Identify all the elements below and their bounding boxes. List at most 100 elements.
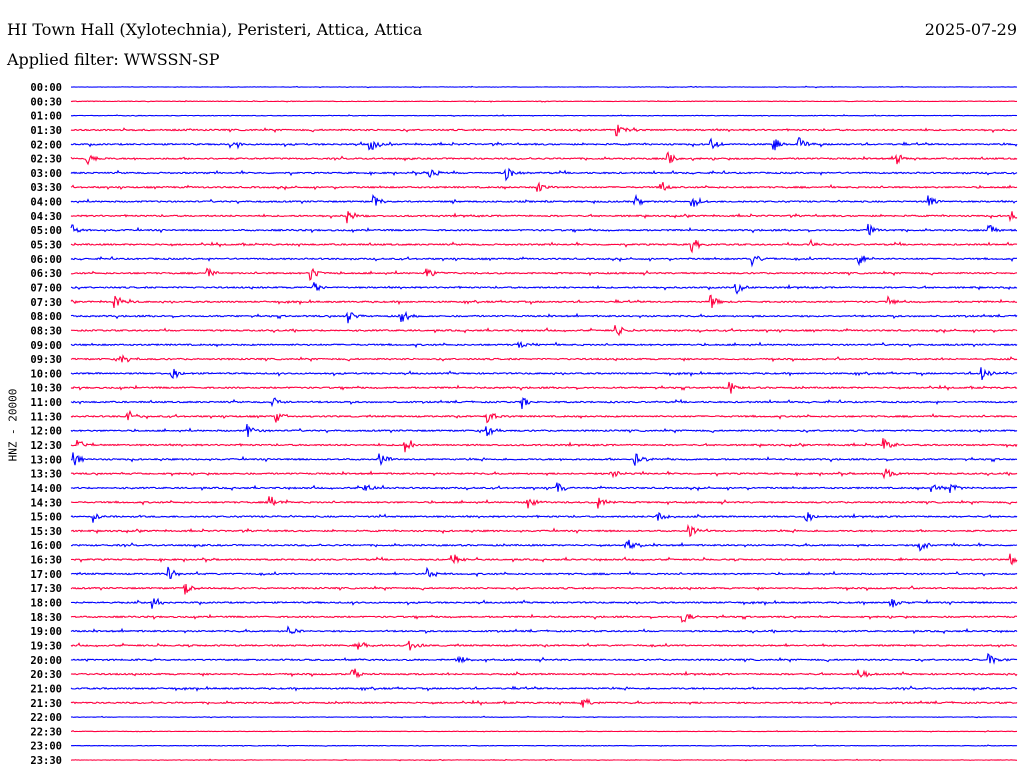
time-label: 01:00 <box>30 111 62 123</box>
trace-row-1300 <box>70 452 1018 466</box>
time-label: 21:30 <box>30 698 62 710</box>
time-label: 14:00 <box>30 483 62 495</box>
time-label: 07:00 <box>30 282 62 294</box>
time-label: 03:30 <box>30 182 62 194</box>
trace-row-2130 <box>70 697 1018 708</box>
time-label: 06:30 <box>30 268 62 280</box>
time-label: 04:30 <box>30 211 62 223</box>
trace-row-0800 <box>70 310 1018 324</box>
time-label: 08:30 <box>30 325 62 337</box>
trace-row-1230 <box>70 438 1018 453</box>
time-label: 02:30 <box>30 154 62 166</box>
trace-row-0230 <box>70 151 1018 166</box>
time-label: 22:00 <box>30 712 62 724</box>
time-label: 23:00 <box>30 741 62 753</box>
trace-row-0830 <box>70 325 1018 337</box>
trace-row-0500 <box>70 223 1017 236</box>
time-label: 08:00 <box>30 311 62 323</box>
trace-row-0630 <box>70 267 1018 281</box>
trace-row-1600 <box>70 539 1018 552</box>
station-title: HI Town Hall (Xylotechnia), Peristeri, A… <box>7 20 423 39</box>
trace-row-1630 <box>70 553 1018 566</box>
time-label: 19:30 <box>30 640 62 652</box>
time-label: 20:00 <box>30 655 62 667</box>
time-label: 18:00 <box>30 598 62 610</box>
time-label: 01:30 <box>30 125 62 137</box>
time-label: 06:00 <box>30 254 62 266</box>
trace-row-0430 <box>70 211 1018 224</box>
trace-row-1030 <box>70 381 1018 394</box>
trace-row-1330 <box>70 468 1018 480</box>
time-label: 18:30 <box>30 612 62 624</box>
time-label: 05:30 <box>30 240 62 252</box>
time-label: 10:30 <box>30 383 62 395</box>
time-label: 03:00 <box>30 168 62 180</box>
time-label: 13:00 <box>30 454 62 466</box>
trace-row-1200 <box>70 424 1018 437</box>
trace-row-0300 <box>70 167 1018 182</box>
trace-row-1130 <box>70 409 1017 424</box>
time-label: 11:00 <box>30 397 62 409</box>
trace-row-0030 <box>70 99 1017 103</box>
trace-row-2200 <box>70 715 1018 719</box>
trace-row-1930 <box>70 640 1018 651</box>
trace-row-0200 <box>70 136 1018 151</box>
time-label: 13:30 <box>30 469 62 481</box>
time-label: 04:00 <box>30 197 62 209</box>
trace-row-2100 <box>70 685 1018 692</box>
time-label: 02:00 <box>30 139 62 151</box>
filter-label: Applied filter: WWSSN-SP <box>7 50 220 69</box>
time-label: 00:30 <box>30 96 62 108</box>
trace-row-0900 <box>70 341 1018 349</box>
trace-row-1900 <box>70 625 1018 635</box>
trace-row-1430 <box>70 496 1018 509</box>
time-label: 16:30 <box>30 555 62 567</box>
time-label: 00:00 <box>30 82 62 94</box>
trace-row-2230 <box>71 730 1017 733</box>
trace-row-2300 <box>71 744 1018 748</box>
time-label: 16:00 <box>30 540 62 552</box>
trace-row-1100 <box>70 397 1018 410</box>
trace-row-0700 <box>70 282 1018 295</box>
time-label: 17:30 <box>30 583 62 595</box>
trace-row-1400 <box>70 482 1018 494</box>
trace-row-0130 <box>70 124 1018 137</box>
time-label: 09:00 <box>30 340 62 352</box>
trace-row-0400 <box>70 193 1018 207</box>
trace-row-0600 <box>70 255 1017 268</box>
trace-row-1700 <box>70 566 1018 579</box>
time-label: 05:00 <box>30 225 62 237</box>
trace-row-0000 <box>71 85 1018 89</box>
trace-row-0930 <box>70 354 1018 363</box>
time-label: 17:00 <box>30 569 62 581</box>
trace-row-0330 <box>70 181 1018 192</box>
trace-row-0730 <box>70 294 1018 308</box>
time-label: 07:30 <box>30 297 62 309</box>
trace-row-0100 <box>70 114 1018 117</box>
date-label: 2025-07-29 <box>924 20 1017 39</box>
time-label: 20:30 <box>30 669 62 681</box>
trace-row-2030 <box>70 668 1018 679</box>
time-label: 09:30 <box>30 354 62 366</box>
trace-row-1000 <box>70 367 1018 381</box>
trace-row-1730 <box>70 583 1018 595</box>
trace-row-2330 <box>70 758 1018 762</box>
time-label: 14:30 <box>30 497 62 509</box>
time-label: 22:30 <box>30 726 62 738</box>
time-label: 19:00 <box>30 626 62 638</box>
trace-row-0530 <box>70 238 1018 254</box>
trace-row-1800 <box>70 597 1018 609</box>
time-label: 10:00 <box>30 368 62 380</box>
time-label: 23:30 <box>30 755 62 767</box>
trace-row-1500 <box>70 511 1018 523</box>
trace-row-2000 <box>70 652 1018 665</box>
time-label: 11:30 <box>30 411 62 423</box>
time-label: 12:30 <box>30 440 62 452</box>
time-label: 15:30 <box>30 526 62 538</box>
time-label: 15:00 <box>30 512 62 524</box>
trace-row-1830 <box>70 613 1018 623</box>
time-label: 12:00 <box>30 426 62 438</box>
time-label: 21:00 <box>30 683 62 695</box>
trace-row-1530 <box>70 523 1017 538</box>
